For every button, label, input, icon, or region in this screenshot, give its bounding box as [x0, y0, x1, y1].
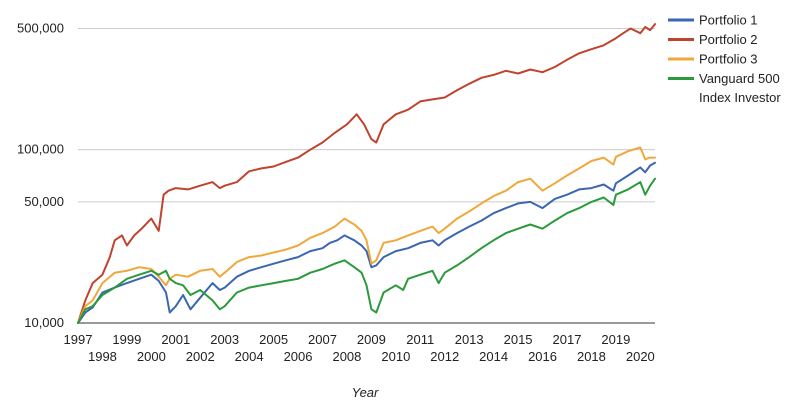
series-line-vanguard-500-index-investor: [77, 177, 656, 324]
legend-label-portfolio-2: Portfolio 2: [699, 32, 758, 47]
x-tick-label-2008: 2008: [332, 349, 361, 364]
x-tick-label-2002: 2002: [186, 349, 215, 364]
x-tick-label-2016: 2016: [528, 349, 557, 364]
x-tick-label-2020: 2020: [626, 349, 655, 364]
series-line-portfolio-1: [77, 161, 656, 324]
x-tick-label-2009: 2009: [357, 332, 386, 347]
x-tick-label-2007: 2007: [308, 332, 337, 347]
grid-lines: [78, 28, 655, 324]
series-lines: [77, 23, 656, 324]
legend: Portfolio 1 Portfolio 2 Portfolio 3 Vanguar…: [668, 13, 781, 105]
axes: 10,000 50,000 100,000 500,000 1997 1999 2001 20…: [17, 21, 655, 364]
x-tick-label-2018: 2018: [577, 349, 606, 364]
x-tick-label-2017: 2017: [553, 332, 582, 347]
x-tick-label-2003: 2003: [210, 332, 239, 347]
x-tick-label-1999: 1999: [112, 332, 141, 347]
x-tick-label-2014: 2014: [479, 349, 508, 364]
y-tick-label-10000: 10,000: [24, 315, 64, 330]
x-tick-label-2006: 2006: [284, 349, 313, 364]
x-tick-label-2019: 2019: [601, 332, 630, 347]
x-tick-label-2004: 2004: [235, 349, 264, 364]
x-tick-label-2015: 2015: [504, 332, 533, 347]
legend-label-portfolio-3: Portfolio 3: [699, 52, 758, 67]
x-tick-label-2000: 2000: [137, 349, 166, 364]
series-line-portfolio-2: [77, 23, 656, 324]
x-tick-label-2001: 2001: [161, 332, 190, 347]
x-tick-label-2012: 2012: [430, 349, 459, 364]
x-tick-label-1997: 1997: [64, 332, 93, 347]
y-tick-label-100000: 100,000: [17, 142, 64, 157]
legend-label-vanguard-500-index-investor: Vanguard 500 Index Investor: [699, 71, 781, 105]
y-tick-label-50000: 50,000: [24, 194, 64, 209]
legend-label-portfolio-1: Portfolio 1: [699, 13, 758, 28]
x-axis-title: Year: [352, 385, 379, 400]
x-tick-label-2010: 2010: [381, 349, 410, 364]
x-tick-label-2011: 2011: [406, 332, 434, 347]
series-line-portfolio-3: [77, 146, 656, 324]
x-tick-label-2005: 2005: [259, 332, 288, 347]
y-tick-label-500000: 500,000: [17, 21, 64, 36]
x-tick-label-1998: 1998: [88, 349, 117, 364]
x-tick-label-2013: 2013: [455, 332, 484, 347]
